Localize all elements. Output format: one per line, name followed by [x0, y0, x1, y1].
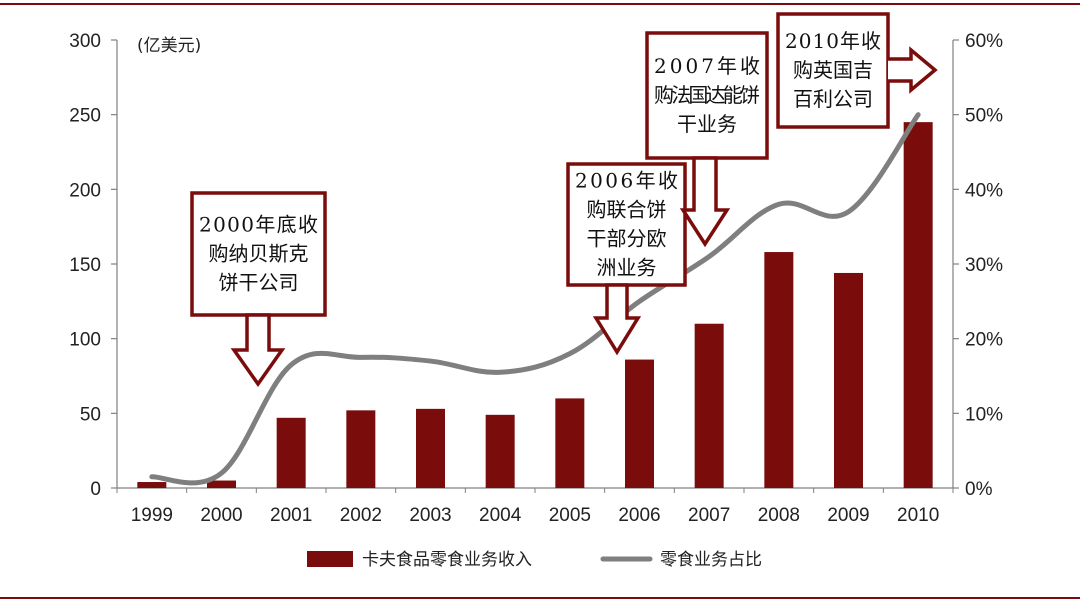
callout-box — [776, 12, 890, 129]
x-tick-label: 2003 — [409, 505, 451, 526]
bar — [416, 408, 445, 488]
legend-line-label: 零食业务占比 — [660, 550, 762, 570]
x-tick-label: 2009 — [827, 505, 869, 526]
callout-box — [190, 191, 327, 317]
x-tick-label: 2000 — [200, 505, 242, 526]
bar — [903, 122, 933, 488]
callout-text-line: 购英国吉 — [793, 58, 873, 82]
bar — [207, 480, 236, 488]
callout-text-line: 购法国达能饼 — [654, 83, 760, 107]
line-series — [149, 112, 921, 486]
right-tick-label: 50% — [965, 106, 1003, 127]
legend-bar-swatch — [307, 551, 353, 567]
left-tick-label: 200 — [69, 180, 101, 201]
callout-arrow — [592, 283, 642, 356]
bar — [764, 252, 794, 488]
bar — [694, 323, 724, 488]
bar — [137, 482, 167, 488]
x-tick-label: 2001 — [270, 505, 312, 526]
right-tick-label: 30% — [965, 255, 1003, 276]
left-tick-label: 150 — [69, 255, 101, 276]
left-tick-label: 250 — [69, 106, 101, 127]
callout-text-line: 购联合饼 — [587, 198, 667, 222]
left-axis-unit-label: (亿美元) — [137, 36, 201, 56]
right-tick-label: 20% — [965, 330, 1003, 351]
left-tick-label: 0 — [90, 479, 101, 500]
right-tick-label: 10% — [965, 404, 1003, 425]
share-line — [149, 112, 921, 486]
right-tick-label: 0% — [965, 479, 993, 500]
callout-text-line: 2000年底收 — [199, 213, 318, 237]
right-tick-label: 60% — [965, 31, 1003, 52]
legend-bar-label: 卡夫食品零食业务收入 — [362, 550, 532, 570]
x-tick-label: 2006 — [618, 505, 660, 526]
left-tick-label: 100 — [69, 330, 101, 351]
bar — [485, 414, 515, 488]
bar — [834, 272, 863, 488]
legend: 卡夫食品零食业务收入 零食业务占比 — [307, 550, 762, 570]
callout-text-line: 购纳贝斯克 — [209, 242, 309, 266]
callouts: 2000年底收购纳贝斯克饼干公司2006年收购联合饼干部分欧洲业务2007年收购… — [190, 12, 938, 388]
callout-text-line: 百利公司 — [793, 87, 873, 111]
bar — [346, 410, 376, 488]
callout-text-line: 饼干公司 — [219, 271, 299, 295]
callout-text-line: 2010年收 — [785, 29, 881, 53]
x-tick-label: 2008 — [758, 505, 800, 526]
callout-arrow — [230, 313, 286, 388]
callout-box — [645, 31, 769, 160]
x-tick-label: 2010 — [897, 505, 939, 526]
bar — [555, 398, 585, 488]
x-tick-label: 2007 — [688, 505, 730, 526]
x-tick-label: 2004 — [479, 505, 522, 526]
callout-box — [566, 162, 687, 287]
bar — [276, 417, 306, 488]
x-tick-label: 1999 — [131, 505, 173, 526]
callout-text-line: 2007年收 — [654, 54, 760, 78]
callout-arrow — [679, 156, 731, 248]
x-tick-label: 2005 — [549, 505, 591, 526]
axes: 0 50 100 150 200 250 300 0% 10% 20% 30% 40% 50% 60% 19… — [69, 31, 1003, 526]
left-tick-label: 300 — [69, 31, 101, 52]
callout-arrow — [888, 46, 938, 94]
x-tick-label: 2002 — [340, 505, 382, 526]
left-tick-label: 50 — [80, 404, 101, 425]
callout-text-line: 干部分欧 — [587, 227, 667, 251]
bar — [625, 359, 654, 488]
callout-text-line: 洲业务 — [597, 256, 657, 280]
right-tick-label: 40% — [965, 180, 1003, 201]
bar-series — [137, 122, 933, 488]
callout-text-line: 干业务 — [677, 112, 737, 136]
callout-text-line: 2006年收 — [575, 169, 678, 193]
